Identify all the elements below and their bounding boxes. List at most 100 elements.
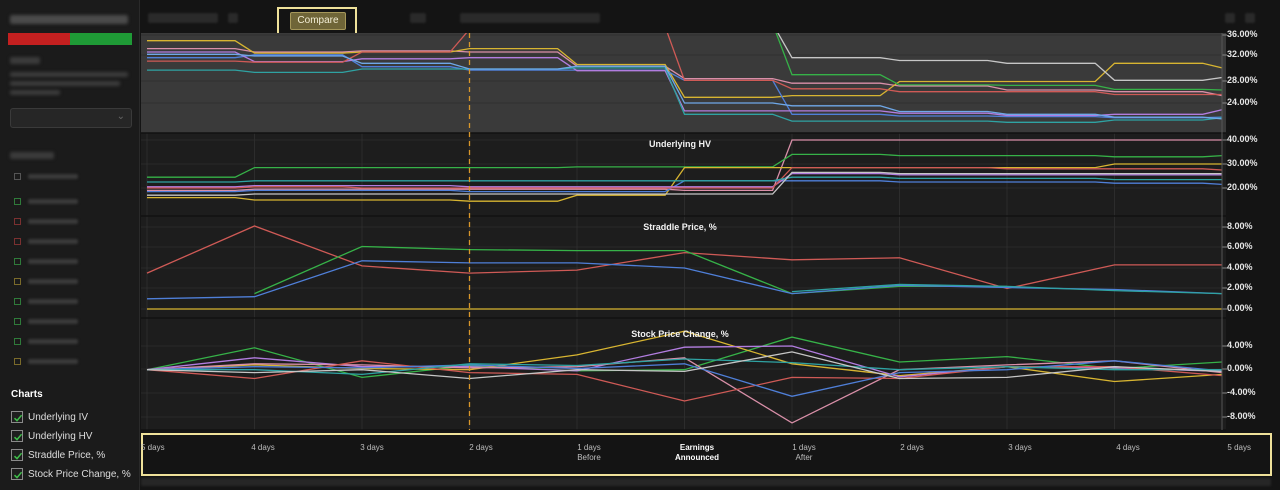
- series-line: [146, 357, 1223, 424]
- x-axis-label: 1 days After: [769, 443, 839, 463]
- y-tick-label: 30.00%: [1227, 158, 1258, 168]
- series-line: [147, 139, 1222, 192]
- y-tick-label: 2.00%: [1227, 282, 1253, 292]
- series-filter-item[interactable]: [14, 338, 86, 346]
- x-axis-label-sub: Before: [577, 453, 601, 462]
- x-axis-label: 3 days: [337, 443, 407, 453]
- series-line: [147, 172, 1222, 188]
- x-axis-label: 2 days: [446, 443, 516, 453]
- horizontal-scrollbar[interactable]: [141, 478, 1271, 486]
- x-axis-label-sub: Announced: [675, 453, 719, 462]
- x-axis-label-main: Earnings: [679, 443, 715, 452]
- series-filter-label-blurred: [28, 359, 78, 364]
- series-line: [147, 166, 1223, 189]
- series-filter-item[interactable]: [14, 318, 86, 326]
- series-filter-label-blurred: [28, 199, 78, 204]
- toolbar-icon-blurred[interactable]: [1245, 13, 1255, 23]
- x-axis-label: Earnings Announced: [662, 443, 732, 463]
- series-filter-item[interactable]: [14, 298, 86, 306]
- panel-title: Straddle Price, %: [643, 222, 717, 232]
- y-tick-label: 6.00%: [1227, 241, 1253, 251]
- y-tick-label: 4.00%: [1227, 340, 1253, 350]
- series-filter-label-blurred: [28, 239, 78, 244]
- y-tick-label: -8.00%: [1227, 411, 1256, 421]
- x-axis-label-main: 3 days: [1008, 443, 1032, 452]
- series-line: [147, 67, 1223, 123]
- series-line: [146, 351, 1223, 380]
- sidebar-green-bar[interactable]: [70, 33, 132, 45]
- series-filter-item[interactable]: [14, 173, 86, 181]
- checkbox-icon: [14, 173, 21, 180]
- y-tick-label: -4.00%: [1227, 387, 1256, 397]
- charts-heading: Charts: [11, 389, 43, 400]
- x-axis-label-main: 5 days: [1227, 443, 1251, 452]
- series-filter-item[interactable]: [14, 218, 86, 226]
- checkbox[interactable]: [11, 468, 23, 480]
- x-axis-label: 4 days: [228, 443, 298, 453]
- series-filter-label-blurred: [28, 259, 78, 264]
- checkbox-icon: [14, 298, 21, 305]
- chart-toggle[interactable]: Underlying IV: [11, 410, 88, 424]
- checkbox-icon: [14, 198, 21, 205]
- series-filter-item[interactable]: [14, 258, 86, 266]
- series-line: [147, 358, 1222, 376]
- y-tick-label: 20.00%: [1227, 182, 1258, 192]
- sidebar-title-blurred: [10, 15, 128, 24]
- x-axis-label: 2 days: [877, 443, 947, 453]
- x-axis-label-main: 1 days: [577, 443, 601, 452]
- compare-button[interactable]: Compare: [290, 12, 346, 30]
- series-filter-item[interactable]: [14, 278, 86, 286]
- sidebar: ⌄ Charts Underlying IV Underlying HV Strad…: [0, 0, 140, 490]
- series-filter-label-blurred: [28, 339, 78, 344]
- chart-toggle[interactable]: Stock Price Change, %: [11, 467, 131, 481]
- y-tick-label: 8.00%: [1227, 221, 1253, 231]
- checkbox-icon: [14, 358, 21, 365]
- series-line: [147, 153, 1223, 178]
- toolbar-field-blurred[interactable]: [148, 13, 218, 23]
- y-tick-label: 24.00%: [1227, 97, 1258, 107]
- y-tick-label: 40.00%: [1227, 134, 1258, 144]
- checkbox[interactable]: [11, 411, 23, 423]
- series-line: [147, 40, 1223, 98]
- toolbar-icon-blurred[interactable]: [410, 13, 426, 23]
- checkbox-icon: [14, 338, 21, 345]
- x-axis-label-main: 4 days: [251, 443, 275, 452]
- checkmark-icon: [13, 471, 23, 479]
- series-line: [146, 225, 1222, 290]
- series-filter-item[interactable]: [14, 238, 86, 246]
- checkbox-icon: [14, 278, 21, 285]
- x-axis-label-main: 2 days: [469, 443, 493, 452]
- x-axis-label: 3 days: [985, 443, 1055, 453]
- sidebar-text-blurred: [10, 90, 60, 95]
- chart-toggle-label: Straddle Price, %: [28, 449, 106, 461]
- chart-toggle[interactable]: Straddle Price, %: [11, 448, 105, 462]
- checkbox-icon: [14, 218, 21, 225]
- series-line: [146, 360, 1223, 397]
- toolbar-icon-blurred[interactable]: [1225, 13, 1235, 23]
- chart-toggle[interactable]: Underlying HV: [11, 429, 92, 443]
- checkbox[interactable]: [11, 449, 23, 461]
- toolbar-icon-blurred[interactable]: [228, 13, 238, 23]
- sidebar-dropdown[interactable]: ⌄: [10, 108, 132, 128]
- x-axis-label-main: 2 days: [900, 443, 924, 452]
- chevron-down-icon: ⌄: [116, 111, 125, 122]
- sidebar-red-bar[interactable]: [8, 33, 70, 45]
- x-axis-label: 5 days: [1211, 443, 1251, 453]
- x-axis-highlight: [141, 433, 1272, 476]
- series-filter-item[interactable]: [14, 358, 86, 366]
- series-line: [777, 33, 1223, 81]
- series-filter-label-blurred: [28, 319, 78, 324]
- x-axis-label-main: 4 days: [1116, 443, 1140, 452]
- series-filter-item[interactable]: [14, 198, 86, 206]
- series-line: [147, 53, 1223, 120]
- series-line: [147, 171, 1222, 196]
- series-filter-label-blurred: [28, 299, 78, 304]
- checkbox[interactable]: [11, 430, 23, 442]
- chart-toggle-label: Underlying IV: [28, 411, 89, 423]
- series-line: [775, 33, 1223, 91]
- series-line: [147, 163, 1222, 202]
- toolbar-field-blurred[interactable]: [460, 13, 600, 23]
- checkbox-icon: [14, 258, 21, 265]
